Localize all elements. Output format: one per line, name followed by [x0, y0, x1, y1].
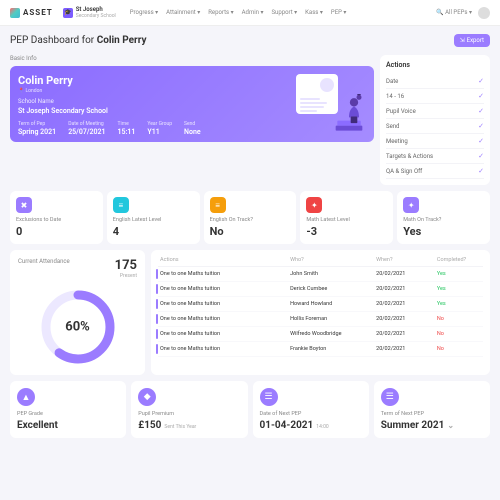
action-item[interactable]: Date✓ — [386, 74, 484, 89]
stat-card: ✦Math Latest Level-3 — [300, 191, 393, 244]
logo-icon — [10, 8, 20, 18]
action-item[interactable]: Send✓ — [386, 119, 484, 134]
summary-card: ☰Date of Next PEP01-04-2021 14:00 — [253, 381, 369, 438]
main-nav: Progress ▾ Attainment ▾ Reports ▾ Admin ▾ Su… — [130, 9, 347, 16]
check-icon: ✓ — [478, 152, 484, 160]
table-row[interactable]: One to one Maths tuitionDerick Cumbee20/… — [158, 282, 483, 297]
stat-icon: ✦ — [403, 197, 419, 213]
summary-card: ◆Pupil Premium£150 Sent This Year — [131, 381, 247, 438]
action-item[interactable]: Pupil Voice✓ — [386, 104, 484, 119]
nav-progress[interactable]: Progress ▾ — [130, 9, 158, 16]
card-icon: ◆ — [138, 388, 156, 406]
stat-card: ✦Math On Track?Yes — [397, 191, 490, 244]
topbar: ASSET 🎓 St JosephSecondary School Progre… — [0, 0, 500, 26]
nav-support[interactable]: Support ▾ — [271, 9, 297, 16]
nav-kass[interactable]: Kass ▾ — [305, 9, 323, 16]
stat-icon: ≡ — [113, 197, 129, 213]
hero-card: Colin Perry 📍 London School Name St Jose… — [10, 66, 374, 142]
export-icon: ⇲ — [460, 37, 465, 44]
page-title: PEP Dashboard for Colin Perry — [10, 35, 147, 46]
summary-card[interactable]: ☰Term of Next PEPSummer 2021⌄ — [374, 381, 490, 438]
export-button[interactable]: ⇲Export — [454, 34, 490, 47]
stat-card: ≡English On Track?No — [204, 191, 297, 244]
action-item[interactable]: 14 - 16✓ — [386, 89, 484, 104]
hero-field: SendNone — [184, 121, 201, 136]
hero-field: Year GroupY11 — [147, 121, 172, 136]
table-row[interactable]: One to one Maths tuitionHoward Howland20… — [158, 297, 483, 312]
summary-card: ▲PEP GradeExcellent — [10, 381, 126, 438]
table-header: Completed? — [435, 257, 483, 263]
nav-attainment[interactable]: Attainment ▾ — [166, 9, 200, 16]
action-item[interactable]: Meeting✓ — [386, 134, 484, 149]
action-item[interactable]: Targets & Actions✓ — [386, 149, 484, 164]
chevron-down-icon: ⌄ — [447, 421, 454, 430]
stat-card: ✖Exclusions to Date0 — [10, 191, 103, 244]
stat-icon: ≡ — [210, 197, 226, 213]
table-row[interactable]: One to one Maths tuitionJohn Smith20/02/… — [158, 267, 483, 282]
attendance-card: Current Attendance 175Present 60% — [10, 250, 145, 375]
table-header: Actions — [158, 257, 288, 263]
check-icon: ✓ — [478, 137, 484, 145]
card-icon: ☰ — [381, 388, 399, 406]
stat-card: ≡English Latest Level4 — [107, 191, 200, 244]
attendance-label: Current Attendance — [18, 258, 70, 265]
check-icon: ✓ — [478, 107, 484, 115]
check-icon: ✓ — [478, 122, 484, 130]
search-peps[interactable]: 🔍 All PEPs ▾ — [436, 9, 472, 16]
table-header: Who? — [288, 257, 374, 263]
nav-pep[interactable]: PEP ▾ — [331, 9, 346, 16]
nav-admin[interactable]: Admin ▾ — [242, 9, 264, 16]
check-icon: ✓ — [478, 92, 484, 100]
school-switcher[interactable]: 🎓 St JosephSecondary School — [63, 6, 116, 19]
stat-icon: ✖ — [16, 197, 32, 213]
school-icon: 🎓 — [63, 8, 73, 18]
basic-info-label: Basic Info — [10, 55, 374, 62]
card-icon: ▲ — [17, 388, 35, 406]
attendance-pct: 60% — [65, 320, 90, 335]
attendance-donut: 60% — [38, 287, 118, 367]
user-avatar[interactable] — [478, 7, 490, 19]
actions-header: Actions — [386, 61, 484, 69]
school-name: St Joseph — [76, 6, 116, 13]
table-header: When? — [374, 257, 435, 263]
card-icon: ☰ — [260, 388, 278, 406]
actions-table: ActionsWho?When?Completed? One to one Ma… — [151, 250, 490, 375]
check-icon: ✓ — [478, 167, 484, 175]
hero-illustration — [296, 74, 366, 134]
school-sub: Secondary School — [76, 13, 116, 19]
hero-field: Time15:11 — [118, 121, 136, 136]
brand-logo[interactable]: ASSET — [10, 8, 53, 18]
nav-reports[interactable]: Reports ▾ — [208, 9, 233, 16]
actions-panel: Actions Date✓14 - 16✓Pupil Voice✓Send✓Me… — [380, 55, 490, 185]
hero-field: Date of Meeting25/07/2021 — [68, 121, 105, 136]
brand-text: ASSET — [23, 8, 53, 17]
attendance-count: 175Present — [115, 258, 137, 279]
action-item[interactable]: QA & Sign Off✓ — [386, 164, 484, 179]
check-icon: ✓ — [478, 77, 484, 85]
table-row[interactable]: One to one Maths tuitionHollis Foreman20… — [158, 312, 483, 327]
table-row[interactable]: One to one Maths tuitionFrankie Boyton20… — [158, 342, 483, 357]
stat-icon: ✦ — [306, 197, 322, 213]
hero-field: Term of PepSpring 2021 — [18, 121, 56, 136]
table-row[interactable]: One to one Maths tuitionWilfredo Woodbri… — [158, 327, 483, 342]
